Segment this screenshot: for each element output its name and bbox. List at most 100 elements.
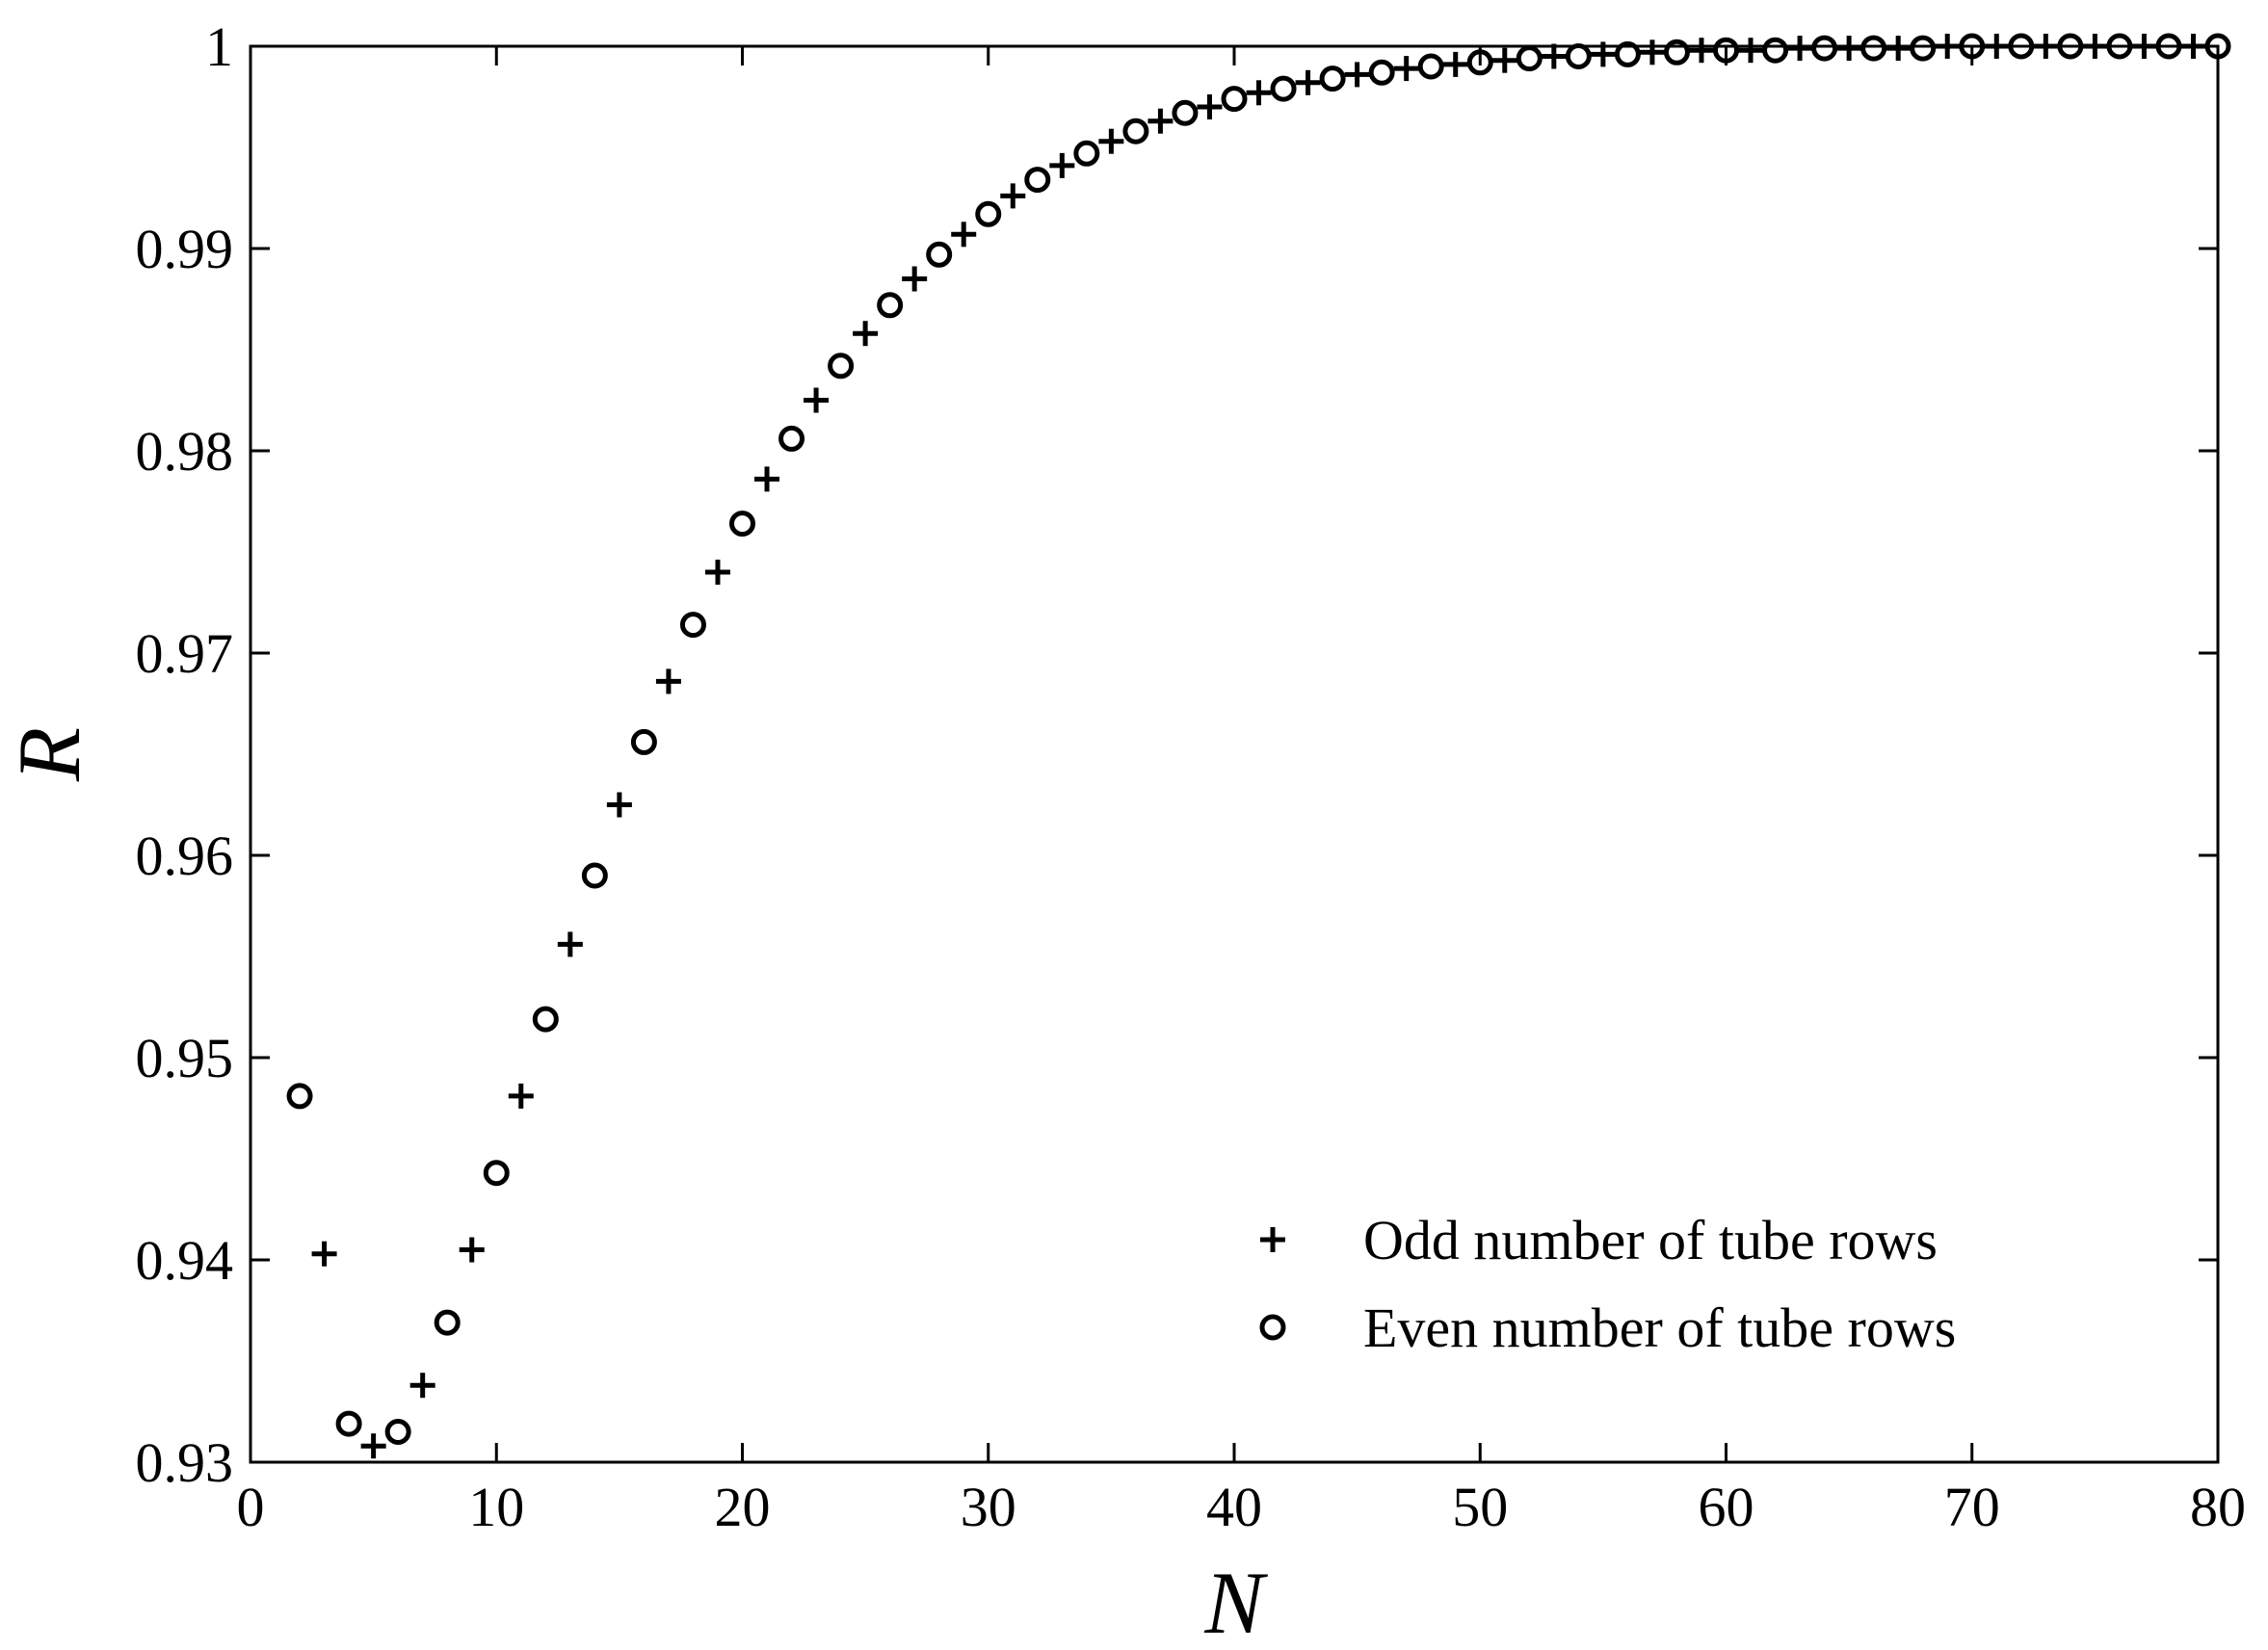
plus-point <box>1000 183 1026 209</box>
circle-point <box>2008 33 2035 60</box>
plus-point <box>2131 34 2157 59</box>
plus-point <box>1049 152 1075 178</box>
circle-point <box>975 200 1002 227</box>
circle-point <box>1910 35 1937 62</box>
plus-point <box>754 466 780 492</box>
plus-point <box>1197 94 1223 119</box>
circle-point <box>1663 39 1690 65</box>
circle-point <box>1713 37 1739 64</box>
x-tick-label: 50 <box>1452 1476 1508 1538</box>
x-tick-label: 80 <box>2190 1476 2246 1538</box>
plus-point <box>459 1237 485 1263</box>
plus-point <box>1393 56 1419 82</box>
plus-point <box>853 321 879 347</box>
circle-point <box>778 425 805 452</box>
plus-point <box>704 560 730 585</box>
circle-point <box>2057 33 2084 60</box>
y-tick-label: 0.96 <box>136 825 234 887</box>
legend-marker-even <box>1259 1314 1286 1341</box>
x-tick-label: 70 <box>1944 1476 2000 1538</box>
plus-point <box>557 931 583 957</box>
plus-point <box>1738 38 1764 64</box>
plus-point <box>2180 34 2206 59</box>
circle-point <box>1417 53 1444 80</box>
circle-point <box>1565 43 1592 69</box>
y-tick-label: 0.94 <box>136 1229 234 1292</box>
circle-point <box>1959 33 1986 60</box>
plus-point <box>1836 36 1862 62</box>
circle-point <box>384 1419 411 1445</box>
circle-point <box>1614 40 1641 67</box>
circle-point <box>877 292 904 319</box>
plus-point <box>1639 39 1665 65</box>
circle-point <box>1762 37 1789 64</box>
plus-point <box>360 1433 386 1459</box>
circle-point <box>2204 33 2231 60</box>
x-tick-label: 40 <box>1206 1476 1262 1538</box>
plus-point <box>1246 80 1272 106</box>
circle-point <box>483 1160 510 1187</box>
legend-marker-odd <box>1260 1227 1285 1252</box>
circle-point <box>1811 35 1838 62</box>
circle-point <box>729 511 755 537</box>
circle-point <box>1516 45 1543 72</box>
circle-point <box>630 728 657 755</box>
data-points <box>286 33 2231 1459</box>
circle-point <box>2155 33 2182 60</box>
plus-point <box>409 1373 435 1399</box>
circle-point <box>434 1309 461 1336</box>
circle-point <box>828 353 855 380</box>
circle-point <box>581 862 608 889</box>
x-axis-label: N <box>1203 1554 1268 1650</box>
y-tick-label: 0.99 <box>136 218 234 280</box>
circle-point <box>1270 75 1297 102</box>
circle-point <box>1860 35 1887 62</box>
plus-point <box>1984 34 2010 59</box>
plus-point <box>1935 34 1961 59</box>
plus-point <box>2082 34 2108 59</box>
plus-point <box>1590 41 1616 67</box>
plus-point <box>2033 34 2059 59</box>
plus-point <box>1886 36 1912 62</box>
circle-point <box>532 1006 559 1033</box>
circle-point <box>1319 65 1346 92</box>
circle-point <box>1172 99 1199 126</box>
x-tick-label: 60 <box>1699 1476 1754 1538</box>
plus-point <box>1491 47 1517 73</box>
circle-point <box>926 241 953 268</box>
circle-point <box>1122 118 1149 144</box>
plus-point <box>1147 108 1174 134</box>
plus-point <box>1787 36 1813 62</box>
circle-point <box>1073 140 1100 167</box>
plus-point <box>508 1083 534 1109</box>
circle-point <box>1368 59 1395 86</box>
plus-point <box>1688 38 1714 64</box>
plus-point <box>1442 51 1468 77</box>
series-circle <box>286 33 2231 1445</box>
plus-point <box>902 266 928 292</box>
x-tick-label: 30 <box>961 1476 1016 1538</box>
y-tick-label: 0.98 <box>136 420 234 483</box>
series-plus <box>311 34 2206 1459</box>
legend-label-even: Even number of tube rows <box>1363 1296 1956 1359</box>
y-tick-labels: 0.93 0.94 0.95 0.96 0.97 0.98 0.99 1 <box>136 15 234 1494</box>
legend-label-odd: Odd number of tube rows <box>1363 1209 1938 1271</box>
circle-point <box>1024 167 1051 194</box>
y-tick-label: 0.95 <box>136 1027 234 1089</box>
circle-point <box>335 1410 362 1437</box>
x-tick-label: 10 <box>468 1476 524 1538</box>
plus-point <box>311 1241 337 1267</box>
x-tick-label: 20 <box>715 1476 771 1538</box>
plus-point <box>1344 62 1370 88</box>
x-tick-labels: 0 10 20 30 40 50 60 70 80 <box>237 1476 2247 1538</box>
y-tick-label: 0.93 <box>136 1431 234 1494</box>
plus-point <box>1098 128 1124 154</box>
circle-point <box>286 1083 313 1110</box>
plus-point <box>1295 69 1321 95</box>
legend: Odd number of tube rows Even number of t… <box>1259 1209 1956 1359</box>
x-tick-label: 0 <box>237 1476 265 1538</box>
circle-point <box>2106 33 2133 60</box>
plus-point <box>655 668 681 694</box>
plus-point <box>606 792 632 818</box>
